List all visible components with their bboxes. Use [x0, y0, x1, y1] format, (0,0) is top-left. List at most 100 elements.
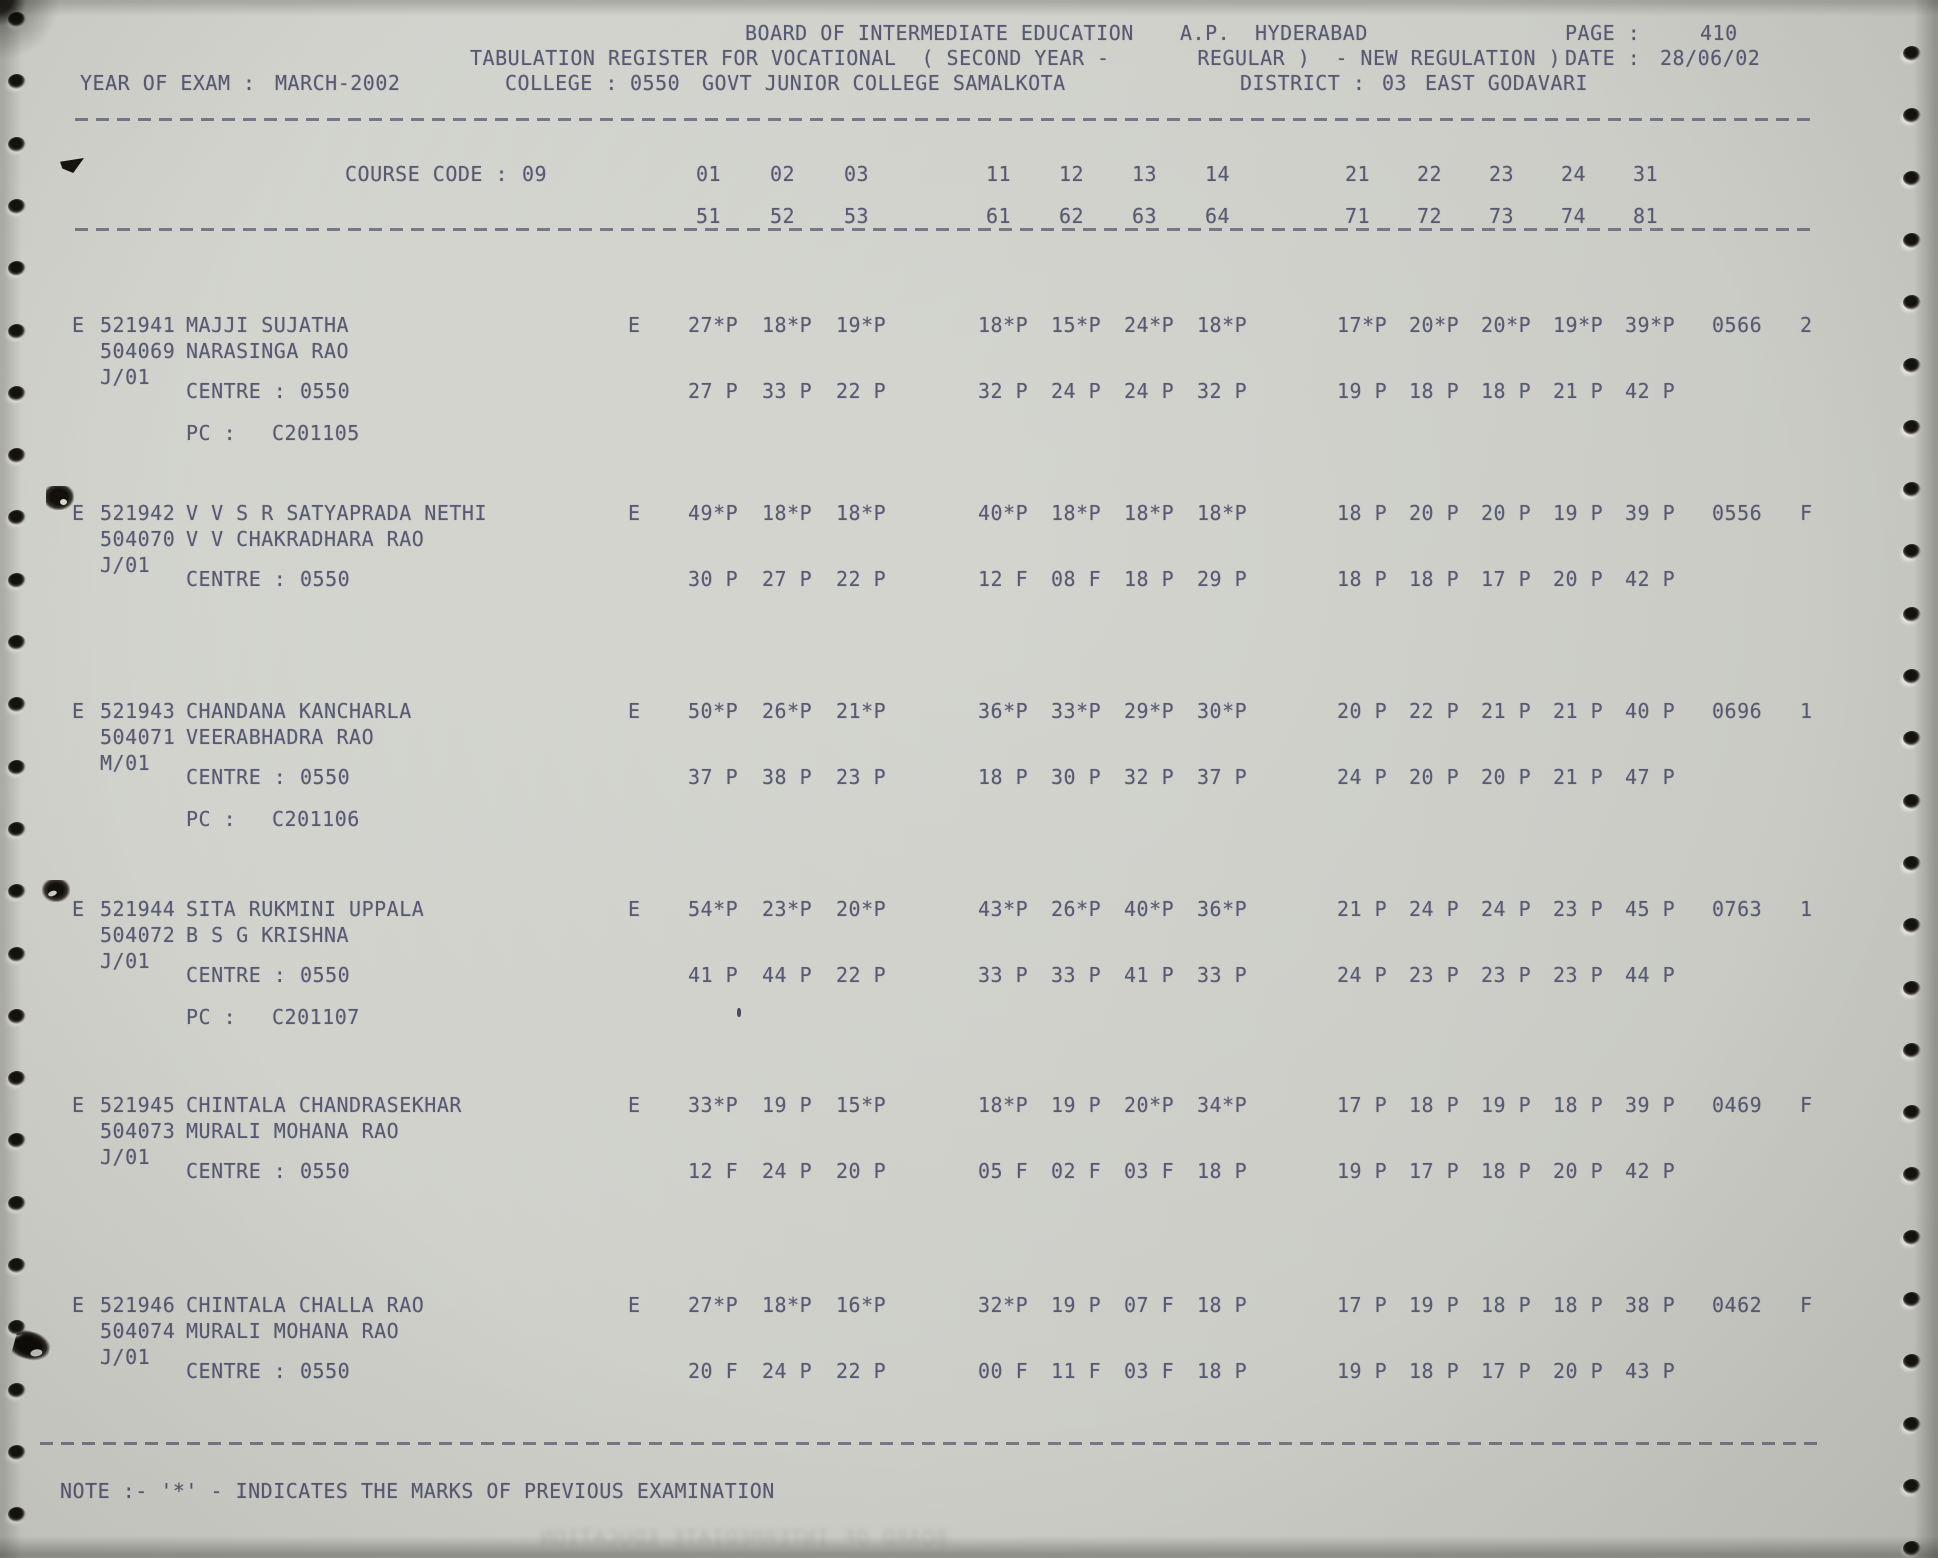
mark-cell: 24 P	[1124, 379, 1175, 403]
entry-flag: E	[72, 699, 85, 723]
total-marks: 0462	[1712, 1293, 1763, 1317]
subject-code: 22	[1417, 162, 1443, 186]
mark-cell: 18 P	[1481, 1293, 1532, 1317]
student-name: CHINTALA CHANDRASEKHAR	[186, 1093, 462, 1117]
mark-cell: 17 P	[1337, 1093, 1388, 1117]
mark-cell: 29*P	[1124, 699, 1175, 723]
mark-cell: 43*P	[978, 897, 1029, 921]
subject-code: 61	[986, 204, 1012, 228]
mark-cell: 07 F	[1124, 1293, 1175, 1317]
district-label: DISTRICT :	[1240, 71, 1366, 95]
board-title: BOARD OF INTERMEDIATE EDUCATION	[745, 21, 1134, 45]
mark-cell: 22 P	[1409, 699, 1460, 723]
subject-code: 14	[1205, 162, 1231, 186]
punch-hole	[1903, 419, 1921, 435]
punch-hole	[8, 12, 26, 27]
mark-cell: 26*P	[1051, 897, 1102, 921]
punch-hole	[1903, 46, 1921, 61]
subject-codes-group-c2: 71 72 73 74 81	[1337, 205, 1697, 227]
marks-current-group-b: 18 P 30 P 32 P 37 P	[978, 766, 1270, 788]
marks-prev-group-b: 40*P 18*P 18*P 18*P	[978, 502, 1270, 524]
total-marks: 0469	[1712, 1093, 1763, 1117]
pc-code: C201106	[272, 807, 360, 831]
mark-cell: 32 P	[1124, 765, 1175, 789]
mark-cell: 42 P	[1625, 567, 1676, 591]
marks-current-group-a: 41 P 44 P 22 P	[688, 964, 910, 986]
date-label: DATE :	[1565, 46, 1641, 70]
student-name: CHINTALA CHALLA RAO	[186, 1293, 425, 1317]
registration-number: 521945	[100, 1093, 176, 1117]
marks-current-group-a: 37 P 38 P 23 P	[688, 766, 910, 788]
mark-cell: 30 P	[1051, 765, 1102, 789]
mark-cell: 24 P	[1409, 897, 1460, 921]
mark-cell: 18 P	[1481, 379, 1532, 403]
student-record: E 521944 SITA RUKMINI UPPALA E 54*P 23*P…	[0, 898, 1938, 1048]
mark-cell: 17 P	[1337, 1293, 1388, 1317]
punch-hole	[8, 1008, 26, 1024]
marks-current-group-a: 12 F 24 P 20 P	[688, 1160, 910, 1182]
mark-cell: 24 P	[1481, 897, 1532, 921]
mark-cell: 17 P	[1409, 1159, 1460, 1183]
registration-number: 521942	[100, 501, 176, 525]
college-label: COLLEGE :	[505, 71, 618, 95]
mark-cell: 41 P	[1124, 963, 1175, 987]
marks-current-group-c: 19 P 18 P 17 P 20 P 43 P	[1337, 1360, 1697, 1382]
date-value: 28/06/02	[1660, 46, 1761, 70]
punch-hole	[8, 759, 26, 775]
punch-hole	[1903, 1292, 1921, 1307]
marks-prev-group-b: 43*P 26*P 40*P 36*P	[978, 898, 1270, 920]
father-name: V V CHAKRADHARA RAO	[186, 527, 425, 551]
mark-cell: 32 P	[978, 379, 1029, 403]
mark-cell: 34*P	[1197, 1093, 1248, 1117]
mark-cell: 20 P	[1409, 765, 1460, 789]
mark-cell: 24 P	[1051, 379, 1102, 403]
mark-cell: 19 P	[1337, 1359, 1388, 1383]
punch-hole	[8, 821, 26, 837]
marks-prev-group-c: 17*P 20*P 20*P 19*P 39*P	[1337, 314, 1697, 336]
board-city: HYDERABAD	[1255, 21, 1368, 45]
mark-cell: 36*P	[1197, 897, 1248, 921]
marks-prev-group-b: 18*P 19 P 20*P 34*P	[978, 1094, 1270, 1116]
marks-prev-group-a: 27*P 18*P 16*P	[688, 1294, 910, 1316]
mark-cell: 37 P	[1197, 765, 1248, 789]
punch-hole	[8, 1258, 26, 1273]
registration-number: 521946	[100, 1293, 176, 1317]
mark-cell: 20 P	[1481, 765, 1532, 789]
punch-hole	[1903, 1541, 1921, 1557]
mark-cell: 41 P	[688, 963, 739, 987]
marks-prev-group-a: 49*P 18*P 18*P	[688, 502, 910, 524]
mark-cell: 18 P	[1553, 1093, 1604, 1117]
punch-hole	[8, 261, 26, 277]
punch-hole	[1903, 482, 1921, 498]
mark-cell: 05 F	[978, 1159, 1029, 1183]
mark-cell: 18 P	[1409, 379, 1460, 403]
stray-print-mark	[737, 1008, 741, 1017]
subject-code: 62	[1059, 204, 1085, 228]
mark-cell: 32*P	[978, 1293, 1029, 1317]
mark-cell: 19 P	[1481, 1093, 1532, 1117]
ink-bleed-through: BOARD OF INTERMEDIATE EDUCATION TABULATI…	[420, 1498, 1000, 1554]
mark-cell: 20 P	[1409, 501, 1460, 525]
punch-hole	[8, 1444, 26, 1460]
punch-hole	[1903, 980, 1921, 996]
mark-cell: 22 P	[836, 379, 887, 403]
mark-cell: 02 F	[1051, 1159, 1102, 1183]
secondary-number: 504071	[100, 725, 176, 749]
year-of-exam-value: MARCH-2002	[275, 71, 401, 95]
mark-cell: 20*P	[1481, 313, 1532, 337]
father-name: VEERABHADRA RAO	[186, 725, 375, 749]
district-code: 03	[1382, 71, 1408, 95]
subject-code: 72	[1417, 204, 1443, 228]
mark-cell: 18*P	[1124, 501, 1175, 525]
mark-cell: 39*P	[1625, 313, 1676, 337]
marks-current-group-b: 00 F 11 F 03 F 18 P	[978, 1360, 1270, 1382]
father-name: MURALI MOHANA RAO	[186, 1319, 400, 1343]
secondary-number: 504073	[100, 1119, 176, 1143]
mark-cell: 18 P	[1481, 1159, 1532, 1183]
punch-hole	[1903, 1478, 1921, 1494]
student-record: E 521941 MAJJI SUJATHA E 27*P 18*P 19*P …	[0, 314, 1938, 464]
punch-hole	[8, 1195, 26, 1211]
punch-hole	[8, 1071, 26, 1087]
student-name: V V S R SATYAPRADA NETHI	[186, 501, 487, 525]
